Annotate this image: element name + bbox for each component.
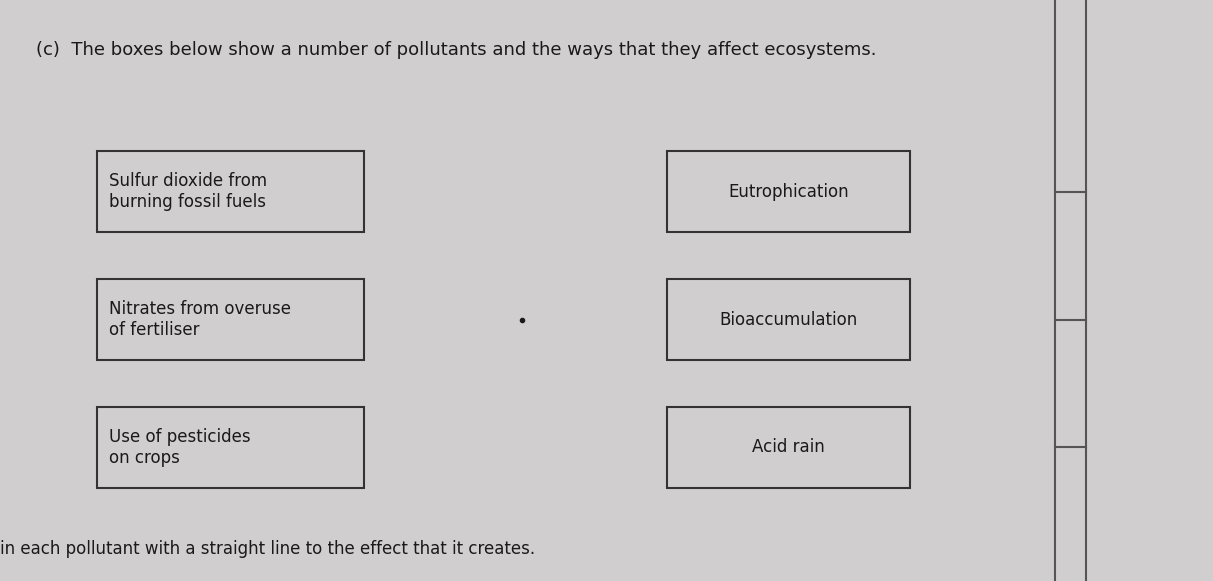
FancyBboxPatch shape	[667, 151, 910, 232]
Text: Nitrates from overuse
of fertiliser: Nitrates from overuse of fertiliser	[109, 300, 291, 339]
FancyBboxPatch shape	[97, 151, 364, 232]
Text: in each pollutant with a straight line to the effect that it creates.: in each pollutant with a straight line t…	[0, 540, 535, 558]
FancyBboxPatch shape	[97, 279, 364, 360]
Text: (c)  The boxes below show a number of pollutants and the ways that they affect e: (c) The boxes below show a number of pol…	[36, 41, 877, 59]
FancyBboxPatch shape	[667, 279, 910, 360]
FancyBboxPatch shape	[667, 407, 910, 488]
Text: Use of pesticides
on crops: Use of pesticides on crops	[109, 428, 251, 467]
FancyBboxPatch shape	[97, 407, 364, 488]
Text: Acid rain: Acid rain	[752, 439, 825, 456]
Text: Bioaccumulation: Bioaccumulation	[719, 311, 858, 328]
Text: Eutrophication: Eutrophication	[728, 183, 849, 200]
Text: Sulfur dioxide from
burning fossil fuels: Sulfur dioxide from burning fossil fuels	[109, 173, 267, 211]
